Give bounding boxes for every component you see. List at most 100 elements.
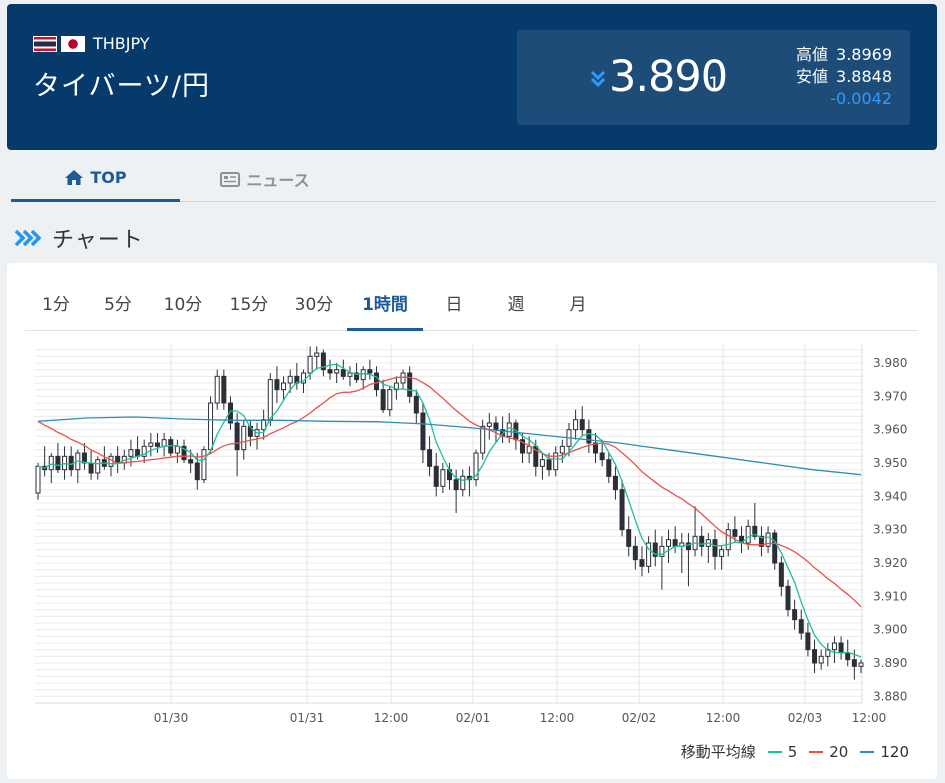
- price-change: -0.0042: [830, 89, 892, 108]
- candle-body: [805, 632, 811, 651]
- ma5-line-swatch: [767, 750, 782, 753]
- candle-body: [148, 442, 154, 447]
- candle-body: [327, 369, 333, 374]
- legend-item-ma120: 120: [860, 743, 909, 761]
- high-low-block: 高値 3.8969 安値 3.8848 -0.0042: [796, 44, 892, 110]
- candle-body: [413, 395, 419, 414]
- candle-body: [154, 442, 160, 447]
- candle-body: [632, 545, 638, 561]
- candle-body: [320, 352, 326, 371]
- candle-body: [539, 459, 545, 467]
- candle-body: [752, 525, 758, 537]
- y-tick-label: 3.930: [873, 523, 907, 537]
- candle-body: [161, 439, 167, 447]
- candle-body: [287, 375, 293, 384]
- candle-body: [818, 655, 824, 664]
- x-tick-label: 02/01: [456, 711, 491, 725]
- candle-body: [453, 479, 459, 491]
- candle-body: [188, 459, 194, 464]
- legend-label-ma20: 20: [829, 742, 849, 761]
- y-tick-label: 3.880: [873, 689, 907, 703]
- thailand-flag-icon: [33, 35, 57, 52]
- x-tick-label: 12:00: [374, 711, 409, 725]
- y-tick-label: 3.960: [873, 423, 907, 437]
- candle-body: [407, 372, 413, 397]
- candle-body: [772, 532, 778, 564]
- candle-body: [427, 449, 433, 467]
- candle-body: [546, 459, 552, 471]
- candle-body: [367, 369, 373, 374]
- home-icon: [65, 170, 84, 185]
- period-tab-30min[interactable]: 30分: [294, 295, 334, 315]
- candle-body: [851, 659, 857, 667]
- tab-news-label: ニュース: [246, 171, 310, 190]
- candle-body: [128, 449, 134, 457]
- y-tick-label: 3.980: [873, 356, 907, 370]
- candle-body: [35, 465, 41, 494]
- legend-label-ma120: 120: [880, 742, 909, 761]
- candle-body: [792, 609, 798, 621]
- candle-body: [845, 652, 851, 661]
- ma20-line-swatch: [809, 750, 824, 753]
- y-tick-label: 3.920: [873, 556, 907, 570]
- candle-body: [646, 542, 652, 567]
- candle-body: [234, 422, 240, 451]
- y-tick-label: 3.890: [873, 656, 907, 670]
- period-tab-5min[interactable]: 5分: [104, 295, 132, 315]
- candle-body: [141, 445, 147, 457]
- tab-news[interactable]: ニュース: [180, 156, 350, 202]
- current-price-last-digit: 1: [708, 73, 721, 95]
- candle-body: [719, 549, 725, 557]
- period-tab-1hour[interactable]: 1時間: [347, 281, 423, 331]
- candle-body: [553, 452, 559, 471]
- candle-body: [201, 449, 207, 481]
- high-row: 高値 3.8969: [796, 44, 892, 66]
- period-tab-1min[interactable]: 1分: [42, 295, 70, 315]
- ma120-line: [37, 416, 862, 476]
- tab-top[interactable]: TOP: [11, 156, 180, 202]
- candle-body: [586, 429, 592, 444]
- period-tab-15min[interactable]: 15分: [229, 295, 269, 315]
- ma20-line: [37, 376, 862, 608]
- pair-name: タイバーツ/円: [33, 71, 211, 102]
- candlestick-chart[interactable]: 3.980 3.970 3.960 3.950 3.940 3.930 3.920 3.910…: [7, 263, 937, 733]
- period-tabs: 1分 5分 10分 15分 30分 1時間 日 週 月: [25, 281, 918, 331]
- candle-body: [387, 389, 393, 411]
- candle-body: [241, 425, 247, 451]
- japan-flag-icon: [61, 35, 85, 52]
- candle-body: [473, 452, 479, 481]
- pair-header: THBJPY タイバーツ/円 3.890 1 高値 3.8969 安値 3.8848…: [7, 4, 937, 150]
- y-tick-label: 3.970: [873, 389, 907, 403]
- candle-body: [214, 375, 220, 404]
- candle-body: [732, 529, 738, 537]
- period-tab-month[interactable]: 月: [569, 295, 587, 315]
- ma120-line-swatch: [860, 750, 875, 753]
- double-chevron-down-icon: [590, 70, 606, 88]
- candle-body: [612, 475, 618, 491]
- candle-body: [573, 419, 579, 431]
- candle-body: [520, 439, 526, 454]
- candle-body: [486, 422, 492, 427]
- x-tick-label: 01/31: [290, 711, 325, 725]
- candle-body: [300, 372, 306, 384]
- candle-body: [360, 369, 366, 381]
- candle-body: [95, 459, 101, 474]
- candle-body: [758, 535, 764, 547]
- candle-body: [778, 562, 784, 587]
- period-tab-week[interactable]: 週: [507, 295, 525, 315]
- candle-body: [526, 445, 532, 454]
- candle-body: [221, 375, 227, 404]
- legend-item-ma5: 5: [767, 743, 797, 761]
- y-tick-label: 3.900: [873, 623, 907, 637]
- candle-body: [838, 642, 844, 654]
- period-tab-day[interactable]: 日: [445, 295, 463, 315]
- candle-body: [599, 452, 605, 461]
- candle-body: [227, 402, 233, 424]
- low-label: 安値: [796, 67, 829, 86]
- candle-body: [659, 545, 665, 557]
- candle-body: [347, 372, 353, 377]
- low-row: 安値 3.8848: [796, 66, 892, 88]
- candle-body: [373, 372, 379, 391]
- period-tab-10min[interactable]: 10分: [163, 295, 203, 315]
- candle-body: [88, 462, 94, 474]
